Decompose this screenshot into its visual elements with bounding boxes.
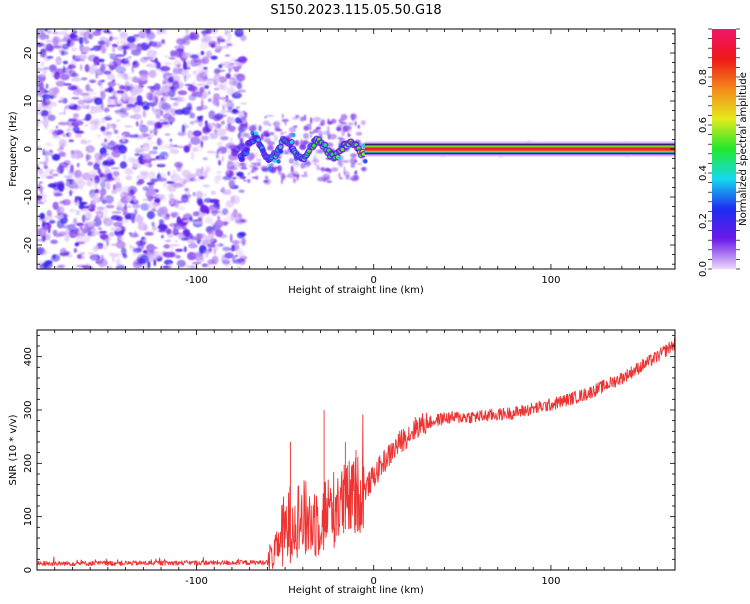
colorbar: 0.0 0.2 0.4 0.6 0.8 Normalized spectral ampl…	[698, 28, 749, 277]
snr-x-tick-label: 100	[541, 576, 560, 587]
spectrogram-y-tick-label: -20	[23, 237, 34, 253]
spectrogram-y-tick-label: -10	[23, 189, 34, 205]
spectrogram-heatmap	[37, 29, 675, 269]
colorbar-tick-label: 0.4	[698, 165, 709, 181]
spectrogram-signal-band	[364, 141, 675, 157]
spectrogram-x-tick-label: -100	[185, 275, 208, 286]
snr-series-line	[37, 337, 675, 570]
colorbar-ticks: 0.0 0.2 0.4 0.6 0.8	[698, 28, 740, 277]
snr-x-tick-label: 0	[371, 576, 377, 587]
figure-title: S150.2023.115.05.50.G18	[270, 3, 441, 18]
spectrogram-y-axis-label: Frequency (Hz)	[8, 111, 19, 187]
spectrogram-y-tick-label: 10	[23, 95, 34, 108]
spectrogram-y-tick-label: 0	[23, 146, 34, 152]
spectrogram-x-tick-label: 100	[541, 275, 560, 286]
snr-y-tick-label: 400	[23, 347, 34, 366]
spectrogram-y-tick-label: 20	[23, 47, 34, 60]
colorbar-tick-label: 0.6	[698, 117, 709, 133]
colorbar-tick-label: 0.0	[698, 261, 709, 277]
colorbar-tick-label: 0.8	[698, 69, 709, 85]
spectrogram-x-tick-label: 0	[371, 275, 377, 286]
spectrogram-noise-blobs	[37, 29, 659, 269]
snr-y-tick-label: 200	[23, 454, 34, 473]
snr-ticks: -100 0 100 0 100 200 300 400	[23, 330, 676, 587]
snr-y-tick-label: 0	[23, 567, 34, 573]
snr-x-axis-label: Height of straight line (km)	[288, 585, 424, 596]
colorbar-gradient	[712, 29, 736, 269]
spectrogram-transition-core	[237, 131, 368, 171]
snr-y-tick-label: 100	[23, 507, 34, 526]
spectrogram-x-axis-label: Height of straight line (km)	[288, 285, 424, 296]
snr-y-axis-label: SNR (10 * v/v)	[8, 414, 19, 485]
snr-x-tick-label: -100	[185, 576, 208, 587]
snr-y-tick-label: 300	[23, 400, 34, 419]
colorbar-tick-label: 0.2	[698, 213, 709, 229]
colorbar-label: Normalized spectral amplitude	[738, 72, 749, 226]
snr-panel: -100 0 100 0 100 200 300 400 Height of straight…	[8, 329, 676, 596]
